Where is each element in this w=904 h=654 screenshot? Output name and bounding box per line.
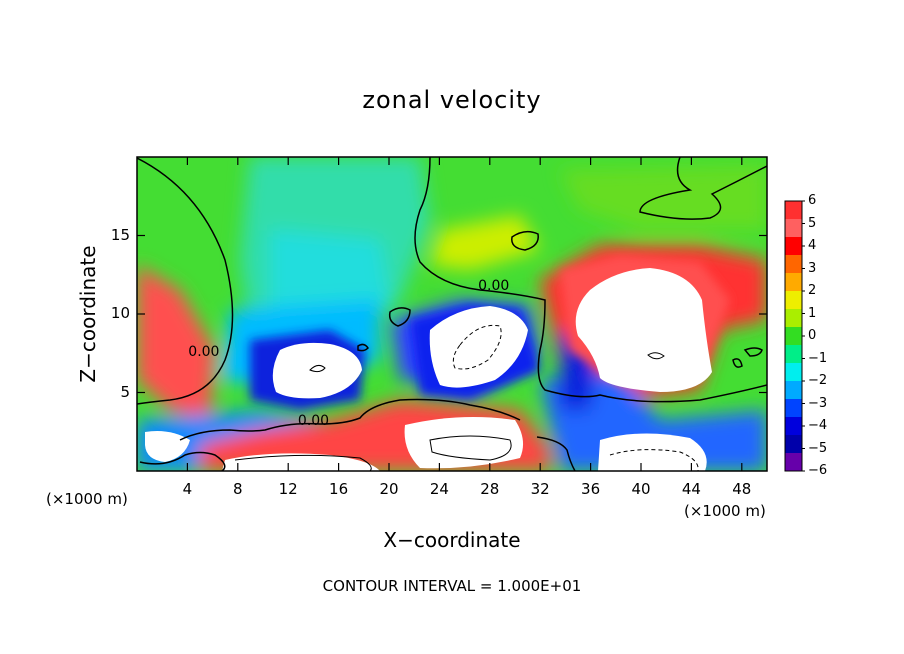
colorbar-tick-label: 3 [808,260,817,276]
x-tick-label: 16 [329,480,349,498]
x-tick-label: 12 [278,480,298,498]
colorbar-swatch [785,327,802,346]
colorbar-tick-label: −3 [808,395,828,411]
x-tick-label: 24 [429,480,449,498]
x-tick-label: 8 [233,480,243,498]
colorbar-swatch [785,453,802,472]
y-tick-label: 15 [110,225,130,244]
x-tick-label: 32 [530,480,550,498]
y-tick-label: 10 [110,304,130,322]
colorbar-swatch [785,255,802,274]
x-tick-label: 40 [631,480,651,498]
x-tick-label: 48 [732,480,752,498]
colorbar-swatch [785,291,802,310]
x-unit-left: (×1000 m) [46,490,128,508]
colorbar-tick-label: −6 [808,463,828,478]
colorbar-tick-label: 1 [808,305,817,321]
heatmap-field [137,157,767,471]
colorbar-swatch [785,309,802,328]
contour-label: 0.00 [188,344,220,361]
contour-lines-negative [452,324,699,471]
contour-lines-thin [234,352,665,471]
colorbar-tick-label: 5 [808,215,817,231]
colorbar [784,200,805,472]
colorbar-tick-label: 0 [808,328,817,343]
contour-label: 0.00 [478,278,510,295]
colorbar-swatch [785,399,802,418]
colorbar-tick-label: 6 [808,193,817,208]
colorbar-swatch [785,201,802,220]
colorbar-tick-label: −2 [808,373,828,388]
contour-label: 0.00 [297,413,330,430]
x-unit-right: (×1000 m) [684,502,766,520]
chart-title: zonal velocity [362,86,542,114]
x-tick-label: 36 [581,480,601,498]
contour-lines [137,157,767,471]
colorbar-swatch [785,435,802,454]
colorbar-tick-label: −5 [808,440,828,456]
x-axis-ticks [186,157,743,471]
x-tick-label: 4 [182,480,193,498]
colorbar-tick-label: 2 [808,283,817,298]
colorbar-swatch [785,273,802,292]
colorbar-swatch [785,417,802,436]
contour-interval-footer: CONTOUR INTERVAL = 1.000E+01 [322,577,582,595]
colorbar-tick-label: −4 [808,418,828,433]
x-tick-label: 44 [681,480,701,498]
colorbar-swatch [785,237,802,256]
x-tick-label: 20 [379,480,399,498]
colorbar-swatch [785,345,802,364]
colorbar-tick-label: 4 [808,238,817,253]
x-axis-label: X−coordinate [383,528,521,552]
colorbar-swatch [785,381,802,400]
colorbar-swatch [785,363,802,382]
colorbar-swatch [785,219,802,238]
x-tick-label: 28 [480,480,500,498]
y-tick-label: 5 [120,382,130,401]
colorbar-tick-label: −1 [808,350,828,366]
y-axis-ticks [137,234,767,394]
